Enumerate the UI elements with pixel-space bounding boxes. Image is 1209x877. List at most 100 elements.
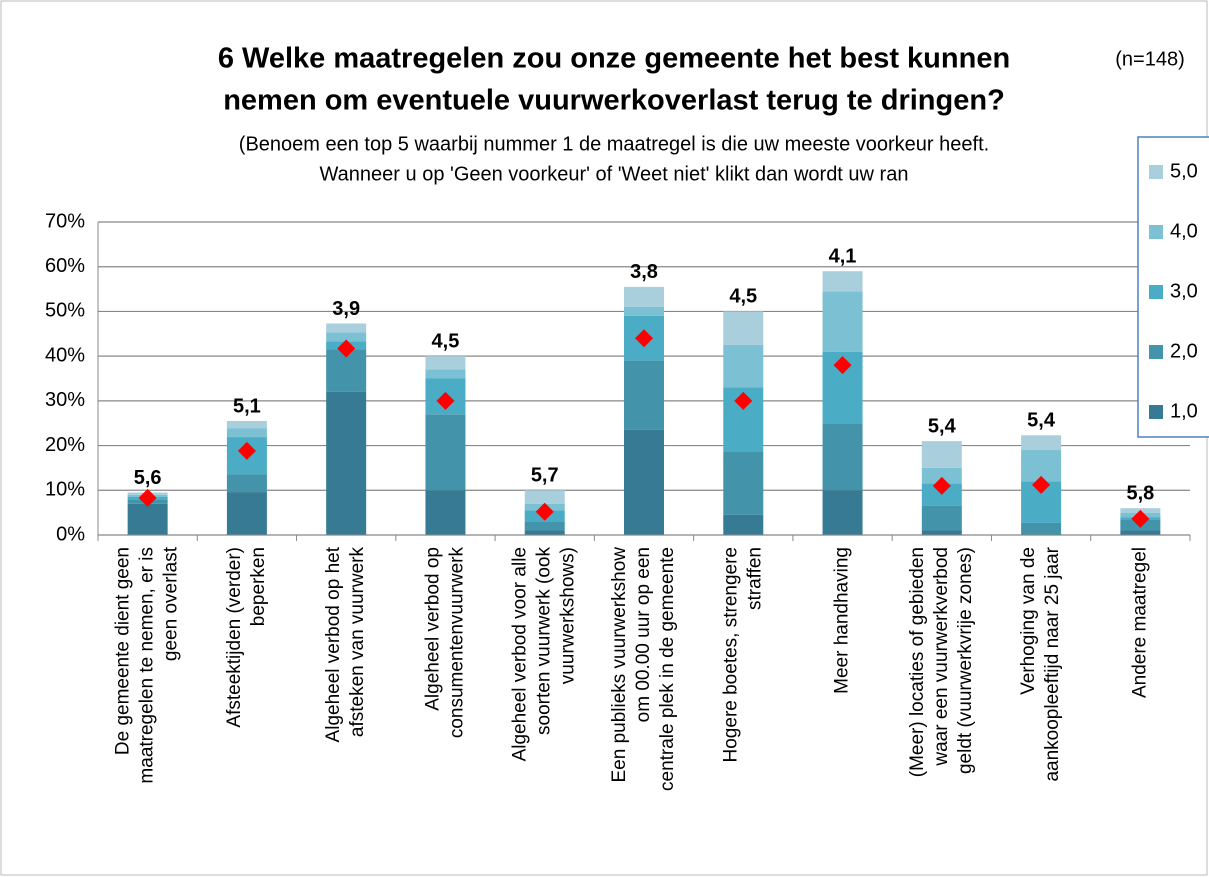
bar-segment [1021,522,1062,535]
x-tick-label: geldt (vuurwerkvrije zones) [955,547,976,774]
bar-segment [822,271,863,292]
bar-segment [326,332,367,342]
x-tick-label: centrale plek in de gemeente [657,547,678,791]
bar-segment [624,306,664,316]
x-tick-label: Meer handhaving [832,547,853,694]
x-tick-label: Algeheel verbod voor alle [510,547,531,761]
bar-segment [1120,530,1161,535]
bar-segment [723,514,764,535]
bar-segment [624,429,664,535]
bar-segment [723,451,764,515]
bar-segment [326,391,367,535]
bar-segment [921,505,962,531]
chart-title: nemen om eventuele vuurwerkoverlast teru… [223,85,1005,117]
x-tick-label: Afsteektijden (verder) [224,547,245,728]
x-tick-label: beperken [248,547,269,626]
marker [138,488,157,507]
marker [337,339,356,358]
bar-segment [226,474,267,493]
bar-segment [425,414,466,491]
x-tick-label: Algeheel verbod op het [323,546,344,742]
x-tick-label: consumentenvuurwerk [446,547,467,739]
y-tick-label: 0% [56,523,85,545]
bar-segment [624,286,664,307]
bar-segment [723,311,764,345]
y-tick-label: 40% [45,344,85,366]
data-label: 4,5 [729,286,757,308]
x-tick-label: Andere maatregel [1129,547,1150,698]
bar-segment [524,490,565,504]
x-tick-label: straffen [744,547,765,610]
bar-segment [921,530,962,535]
y-tick-label: 50% [45,300,85,322]
legend-swatch [1149,165,1163,179]
data-label: 5,4 [1027,410,1056,432]
bar-segment [723,344,764,388]
bar-segment [921,467,962,484]
y-tick-label: 10% [45,479,85,501]
bar-segment [822,291,863,352]
bar-segment [921,441,962,468]
x-tick-label: soorten vuurwerk (ook [534,547,555,735]
legend-label: 1,0 [1170,400,1198,422]
legend-label: 2,0 [1170,340,1198,362]
marker [1131,509,1150,528]
subtitle: (Benoem een top 5 waarbij nummer 1 de ma… [239,133,989,155]
bar-segment [624,360,664,430]
legend-label: 3,0 [1170,280,1198,302]
marker [734,391,753,410]
legend-swatch [1149,405,1163,419]
x-tick-label: waar een vuurwerkverbod [931,547,952,767]
x-tick-label: Een publieks vuurwerkshow [609,547,630,783]
x-tick-label: aankoopleeftijd naar 25 jaar [1042,546,1063,781]
data-label: 5,8 [1126,482,1154,504]
x-tick-label: maatregelen te nemen, er is [137,547,158,784]
data-label: 5,1 [233,395,261,417]
legend-swatch [1149,345,1163,359]
bar-segment [127,503,168,535]
marker [932,476,951,495]
x-tick-label: geen overlast [161,546,182,661]
bar-segment [326,323,367,333]
marker [237,441,256,460]
subtitle: Wanneer u op 'Geen voorkeur' of 'Weet ni… [320,163,909,185]
data-label: 4,5 [432,330,460,352]
y-tick-label: 30% [45,389,85,411]
x-tick-label: vuurwerkshows) [558,547,579,684]
marker [1032,475,1051,494]
legend-label: 5,0 [1170,160,1198,182]
data-label: 5,6 [134,467,162,489]
bar-segment [524,521,565,531]
bar-segment [425,369,466,379]
bar-segment [425,490,466,535]
marker [535,502,554,521]
data-label: 4,1 [829,245,857,267]
bar-segment [822,423,863,491]
legend-label: 4,0 [1170,220,1198,242]
marker [436,391,455,410]
bar-segment [1021,435,1062,451]
x-tick-label: De gemeente dient geen [113,547,134,755]
sample-size: (n=148) [1115,48,1185,70]
data-label: 3,8 [630,261,658,283]
legend-swatch [1149,225,1163,239]
bar-segment [524,530,565,535]
x-tick-label: om 00.00 uur op een [633,547,654,722]
bar-segment [822,490,863,535]
legend-swatch [1149,285,1163,299]
x-tick-label: Hogere boetes, strengere [720,547,741,762]
x-tick-label: Algeheel verbod op [422,547,443,711]
data-label: 5,4 [928,415,957,437]
y-tick-label: 60% [45,255,85,277]
y-tick-label: 70% [45,210,85,232]
bar-segment [425,356,466,370]
data-label: 5,7 [531,465,559,487]
x-tick-label: Verhoging van de [1018,547,1039,695]
chart-title: 6 Welke maatregelen zou onze gemeente he… [218,43,1010,75]
bar-segment [226,420,267,429]
x-tick-label: (Meer) locaties of gebieden [907,547,928,777]
data-label: 3,9 [332,298,360,320]
x-tick-label: afsteken van vuurwerk [347,547,368,738]
